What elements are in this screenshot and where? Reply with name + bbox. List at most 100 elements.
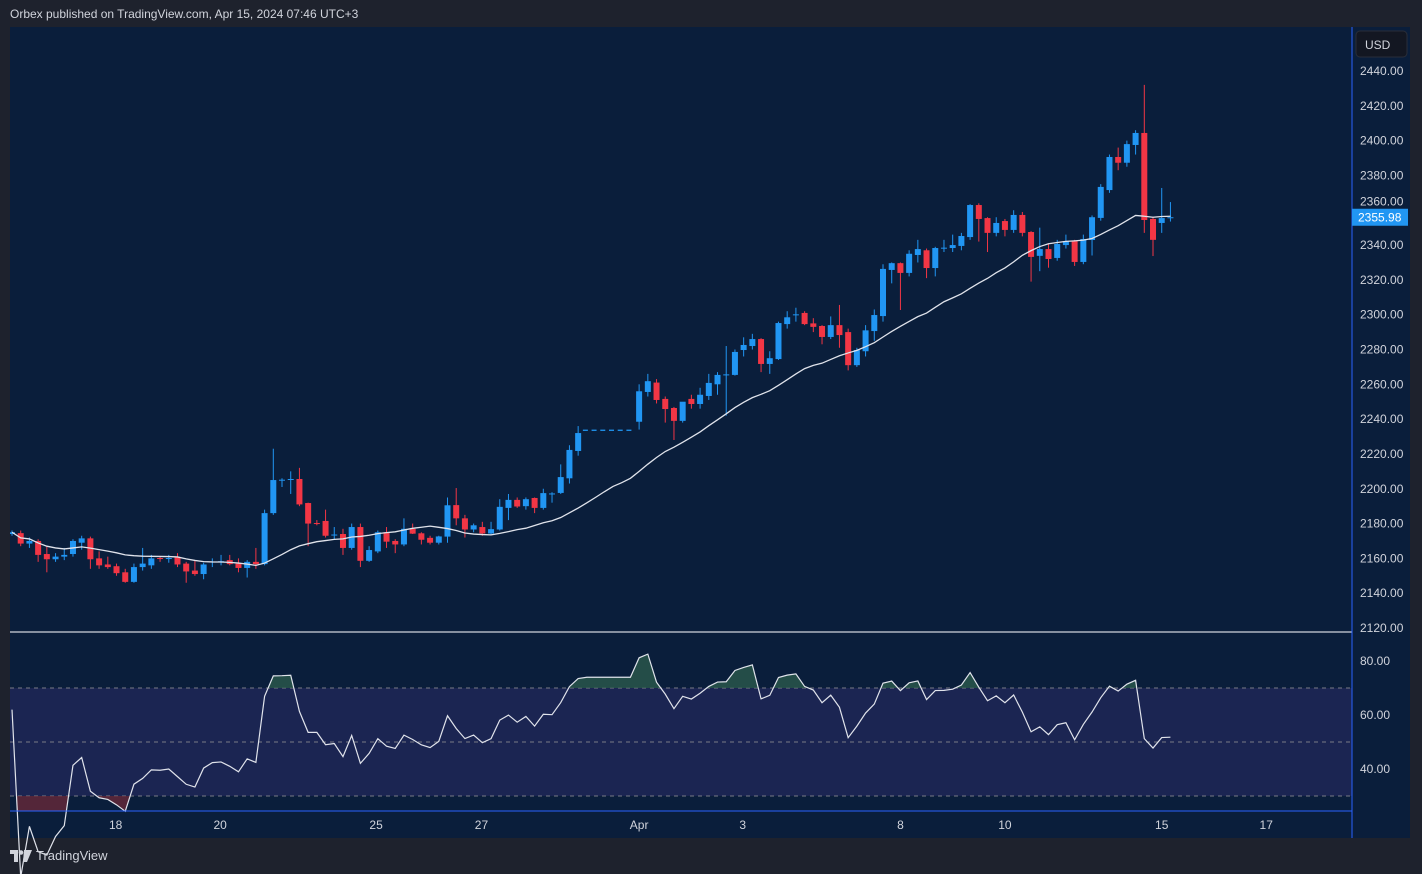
candle-body — [923, 250, 930, 269]
candle — [1028, 231, 1035, 282]
candle-body — [339, 534, 346, 548]
currency-button[interactable]: USD — [1355, 30, 1408, 58]
candle — [636, 384, 643, 430]
time-tick-label: 17 — [1260, 818, 1274, 832]
candle — [322, 509, 329, 538]
candle — [906, 250, 913, 277]
rsi-overbought-fill — [12, 654, 1171, 688]
candle-body — [731, 351, 738, 375]
candle — [1071, 239, 1078, 266]
candle-body — [932, 248, 939, 269]
candle-body — [949, 245, 956, 249]
candle — [1123, 140, 1130, 167]
candle-body — [1106, 156, 1113, 191]
candle — [1045, 243, 1052, 268]
candle — [549, 492, 556, 503]
candle — [662, 396, 669, 423]
tradingview-brand[interactable]: TradingView — [10, 848, 108, 863]
candle — [1080, 234, 1087, 265]
candle-body — [366, 550, 373, 561]
candle — [880, 264, 886, 322]
candle-body — [1141, 132, 1148, 220]
candle-body — [52, 556, 59, 560]
time-tick-label: 10 — [998, 818, 1012, 832]
candle-body — [740, 344, 747, 351]
price-tick-label: 2220.00 — [1360, 447, 1404, 461]
candle — [914, 239, 921, 263]
candle — [862, 325, 869, 357]
candle-body — [1019, 214, 1026, 233]
candle — [1054, 239, 1061, 261]
price-axis[interactable] — [1352, 27, 1410, 838]
time-tick-label: 8 — [897, 818, 904, 832]
candle — [479, 521, 486, 536]
candle — [305, 502, 312, 547]
candle-body — [383, 532, 390, 542]
candle-body — [444, 505, 451, 537]
price-tick-label: 2240.00 — [1360, 412, 1404, 426]
candle-body — [313, 523, 320, 525]
candle-body — [235, 563, 242, 568]
candle-body — [400, 528, 407, 545]
candle — [1097, 184, 1104, 221]
candle-body — [958, 236, 965, 246]
candle — [113, 563, 120, 576]
price-tick-label: 2140.00 — [1360, 586, 1404, 600]
candle-body — [305, 503, 312, 524]
candle-body — [1001, 221, 1008, 230]
candles — [10, 84, 1174, 583]
candle — [157, 556, 164, 562]
candle — [1132, 130, 1139, 155]
candle — [130, 563, 137, 583]
candle-body — [766, 358, 773, 364]
candle-body — [409, 528, 416, 534]
candle — [43, 546, 50, 573]
candle-body — [975, 205, 982, 219]
candle — [191, 560, 198, 576]
candle-body — [488, 529, 495, 534]
candle-body — [244, 561, 251, 568]
candle-body — [435, 536, 442, 543]
time-tick-labels[interactable]: 18 20 25 27 Apr 3 8 10 15 17 — [109, 818, 1273, 832]
candle — [374, 530, 381, 554]
candle-body — [148, 558, 155, 566]
candle-body — [279, 479, 286, 481]
candle-body — [1010, 214, 1017, 230]
candle-body — [26, 540, 33, 544]
candle-body — [157, 558, 164, 560]
candle — [453, 488, 460, 526]
price-tick-labels: 2120.00 2140.00 2160.00 2180.00 2200.00 2220.… — [1360, 64, 1404, 635]
candle-body — [819, 326, 826, 337]
candle — [897, 262, 904, 310]
candle-body — [183, 563, 190, 572]
candle-body — [540, 493, 547, 508]
candle — [888, 262, 895, 284]
candle — [122, 568, 129, 583]
candle-body — [575, 433, 582, 451]
rsi-line — [11, 653, 1171, 874]
candle — [287, 471, 294, 494]
price-tick-label: 2300.00 — [1360, 308, 1404, 322]
candle-body — [78, 538, 85, 543]
candle — [679, 401, 686, 423]
candle-body — [1132, 132, 1139, 145]
candle — [522, 497, 529, 510]
candle-body — [505, 499, 512, 508]
candle-body — [531, 497, 538, 508]
candle — [331, 527, 338, 540]
candle-body — [453, 505, 460, 519]
candle — [871, 309, 878, 341]
candle-body — [470, 525, 477, 530]
candle — [670, 406, 677, 441]
candle-body — [1045, 249, 1052, 259]
candle — [427, 535, 434, 545]
candle — [827, 316, 834, 340]
candle-body — [906, 253, 913, 273]
candle-body — [714, 374, 721, 385]
candle-body — [331, 534, 338, 536]
candle — [766, 351, 773, 374]
candle-body — [775, 323, 782, 360]
candle-body — [862, 330, 869, 352]
candle-body — [418, 533, 425, 540]
